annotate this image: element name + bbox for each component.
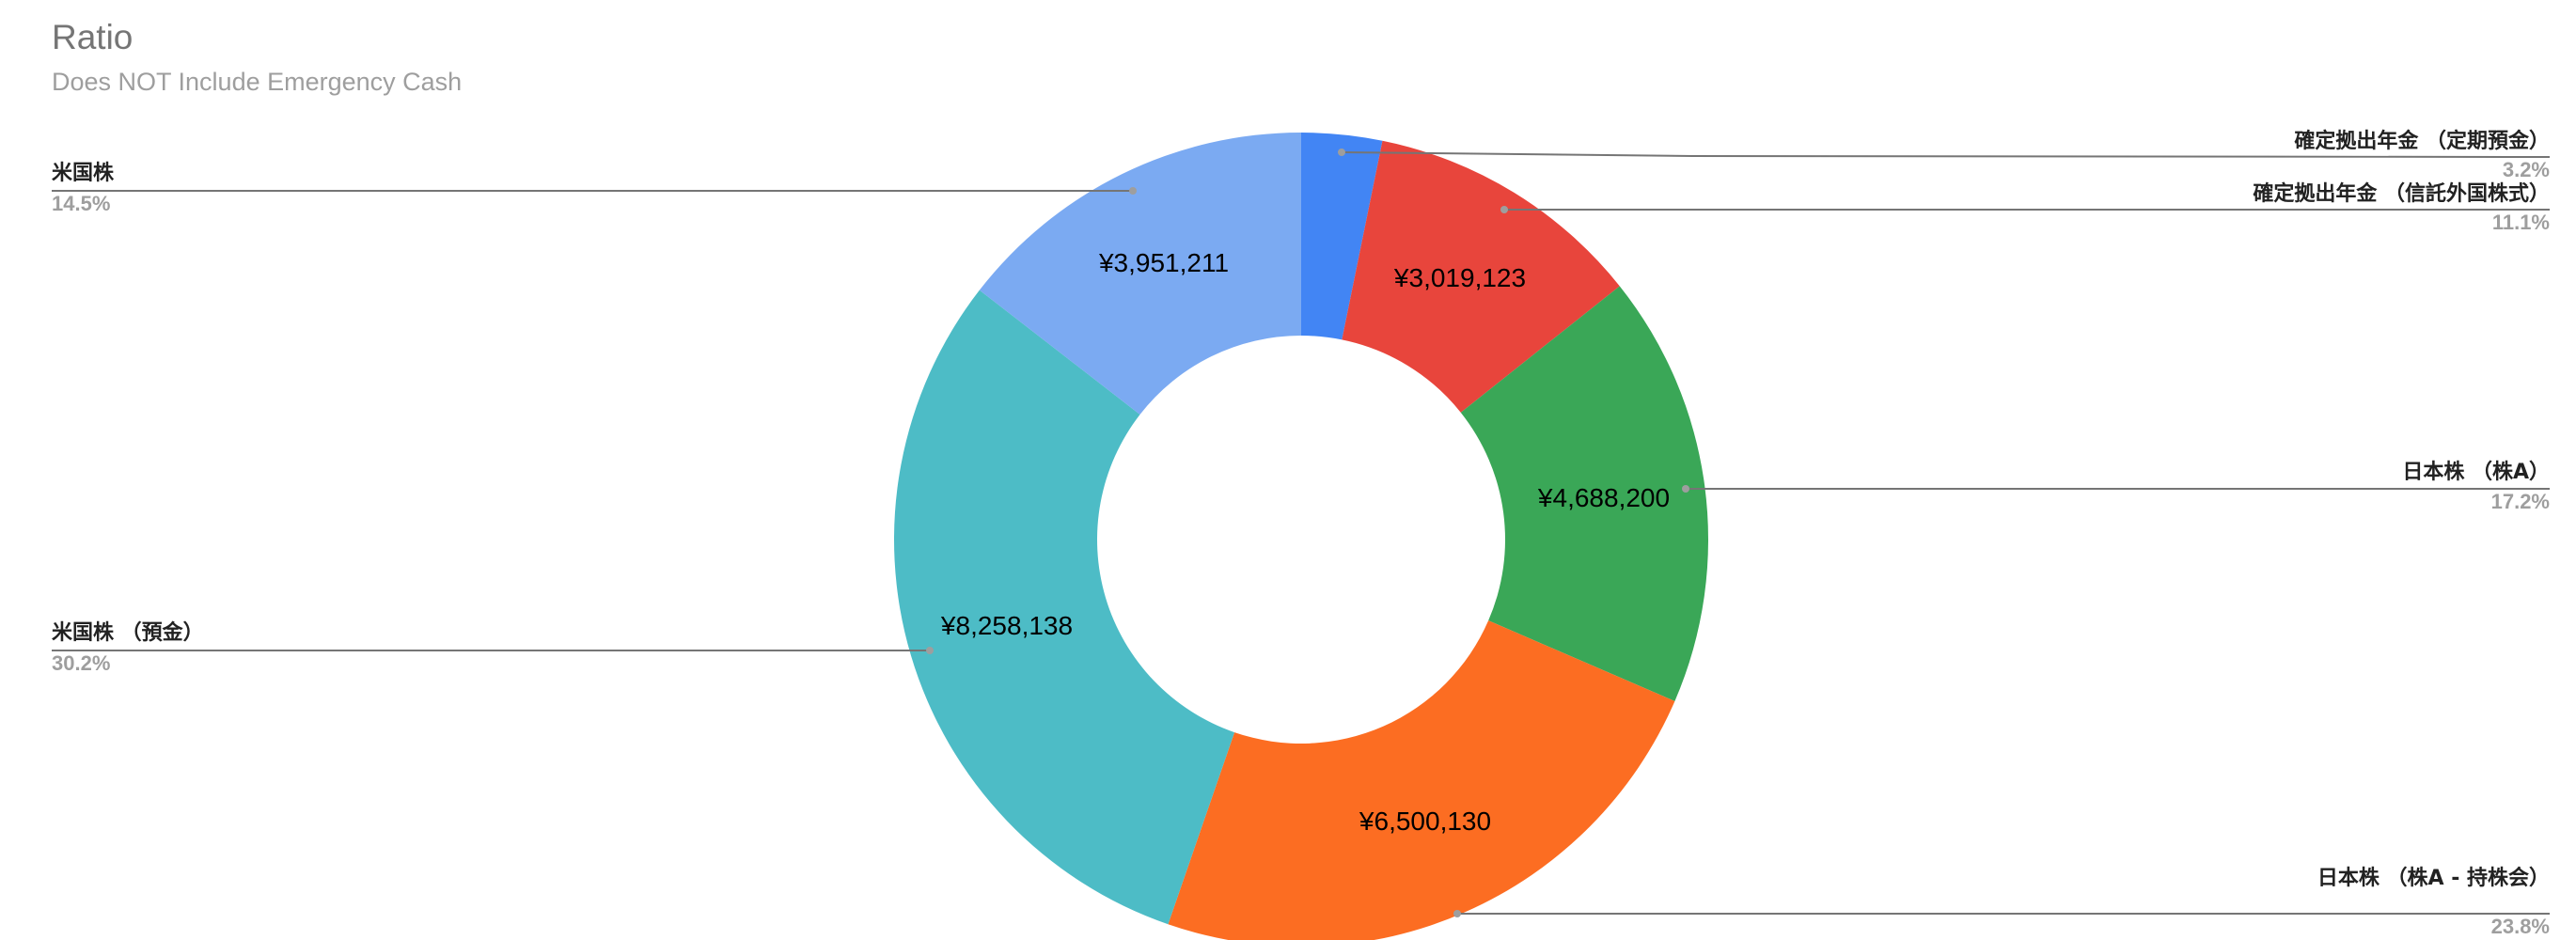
donut-slice-0[interactable]	[1301, 133, 1383, 340]
slice-percent: 11.1%	[2491, 211, 2550, 234]
slice-percent: 30.2%	[52, 651, 111, 675]
slice-value-label: ¥6,500,130	[1359, 807, 1491, 836]
leader-line	[1341, 151, 2551, 158]
slice-label: 日本株 （株A - 持株会）	[2317, 867, 2550, 890]
slice-label: 米国株 （預金）	[52, 621, 204, 645]
leader-dot	[926, 647, 934, 654]
donut-slices	[893, 132, 1709, 940]
slice-value-label: ¥3,951,211	[1098, 248, 1229, 277]
leader-dot	[1338, 149, 1345, 156]
leader-lines	[52, 149, 2551, 917]
leader-dot	[1129, 187, 1137, 195]
leader-dot	[1453, 910, 1461, 917]
slice-percent: 14.5%	[52, 192, 111, 215]
chart-subtitle: Does NOT Include Emergency Cash	[52, 68, 463, 96]
slice-label: 米国株	[52, 162, 115, 185]
slice-label: 確定拠出年金 （定期預金）	[2294, 130, 2550, 153]
donut-slice-3[interactable]	[1168, 620, 1675, 940]
leader-dot	[1682, 485, 1689, 493]
donut-slice-1[interactable]	[1342, 140, 1620, 413]
slice-label: 日本株 （株A）	[2402, 461, 2550, 484]
donut-slice-4[interactable]	[893, 290, 1235, 925]
slice-value-label: ¥4,688,200	[1537, 483, 1670, 512]
leader-dot	[1500, 206, 1508, 213]
slice-percent: 17.2%	[2490, 490, 2550, 513]
donut-slice-2[interactable]	[1460, 286, 1709, 701]
slice-label: 確定拠出年金 （信託外国株式）	[2253, 182, 2550, 206]
slice-percent: 3.2%	[2502, 158, 2550, 181]
slice-value-label: ¥8,258,138	[940, 611, 1073, 640]
slice-value-label: ¥3,019,123	[1393, 263, 1526, 292]
slice-value-labels: ¥3,019,123 ¥4,688,200 ¥6,500,130 ¥8,258,…	[940, 248, 1670, 836]
chart-title: Ratio	[52, 18, 134, 56]
slice-percent: 23.8%	[2490, 915, 2550, 938]
donut-slice-5[interactable]	[979, 132, 1301, 415]
